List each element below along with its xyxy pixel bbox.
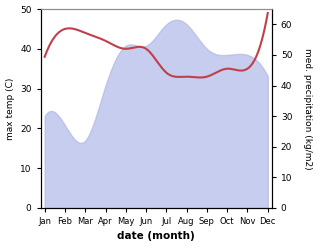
Y-axis label: med. precipitation (kg/m2): med. precipitation (kg/m2) <box>303 48 313 169</box>
Y-axis label: max temp (C): max temp (C) <box>5 77 15 140</box>
X-axis label: date (month): date (month) <box>117 231 195 242</box>
